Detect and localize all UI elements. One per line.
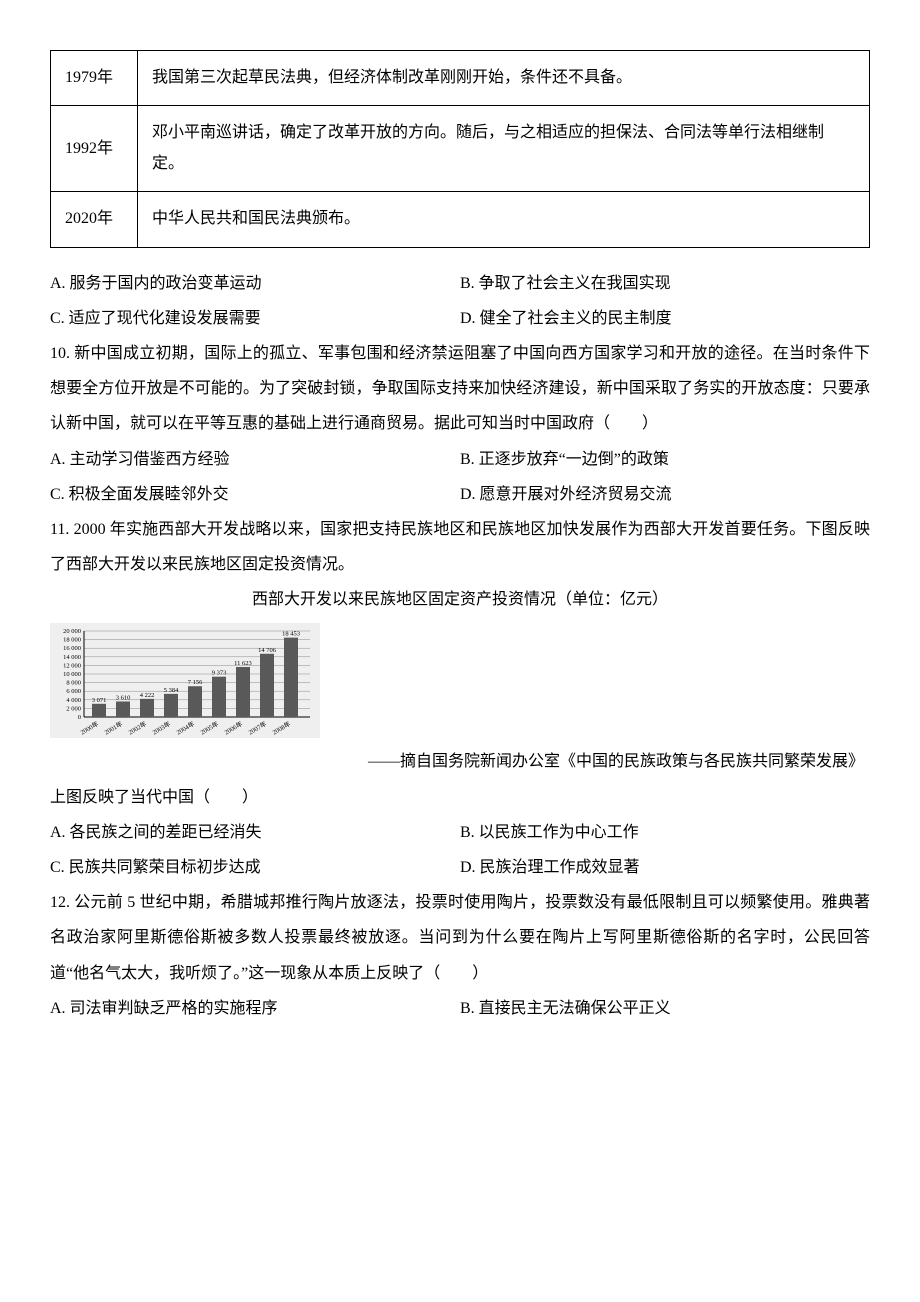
svg-text:2 000: 2 000 bbox=[66, 706, 81, 713]
q10-option-a: A. 主动学习借鉴西方经验 bbox=[50, 442, 460, 477]
q9-option-a: A. 服务于国内的政治变革运动 bbox=[50, 266, 460, 301]
svg-text:3 610: 3 610 bbox=[116, 695, 131, 702]
q12-options: A. 司法审判缺乏严格的实施程序 B. 直接民主无法确保公平正义 bbox=[50, 991, 870, 1026]
svg-text:10 000: 10 000 bbox=[63, 671, 81, 678]
q11-option-a: A. 各民族之间的差距已经消失 bbox=[50, 815, 460, 850]
q9-option-b: B. 争取了社会主义在我国实现 bbox=[460, 266, 870, 301]
q10-stem: 10. 新中国成立初期，国际上的孤立、军事包围和经济禁运阻塞了中国向西方国家学习… bbox=[50, 336, 870, 442]
investment-chart: 02 0004 0006 0008 00010 00012 00014 0001… bbox=[50, 623, 870, 738]
q11-option-b: B. 以民族工作为中心工作 bbox=[460, 815, 870, 850]
q10-option-b: B. 正逐步放弃“一边倒”的政策 bbox=[460, 442, 870, 477]
q12-stem: 12. 公元前 5 世纪中期，希腊城邦推行陶片放逐法，投票时使用陶片，投票数没有… bbox=[50, 885, 870, 991]
svg-text:6 000: 6 000 bbox=[66, 689, 81, 696]
svg-text:3 071: 3 071 bbox=[92, 697, 107, 704]
history-table-body: 1979年我国第三次起草民法典，但经济体制改革刚刚开始，条件还不具备。1992年… bbox=[51, 51, 870, 248]
q10-options: A. 主动学习借鉴西方经验 B. 正逐步放弃“一边倒”的政策 C. 积极全面发展… bbox=[50, 442, 870, 512]
svg-text:18 000: 18 000 bbox=[63, 637, 81, 644]
table-desc: 中华人民共和国民法典颁布。 bbox=[138, 192, 870, 247]
q10-option-c: C. 积极全面发展睦邻外交 bbox=[50, 477, 460, 512]
svg-text:14 000: 14 000 bbox=[63, 654, 81, 661]
table-desc: 邓小平南巡讲话，确定了改革开放的方向。随后，与之相适应的担保法、合同法等单行法相… bbox=[138, 106, 870, 192]
svg-text:16 000: 16 000 bbox=[63, 646, 81, 653]
table-row: 1992年邓小平南巡讲话，确定了改革开放的方向。随后，与之相适应的担保法、合同法… bbox=[51, 106, 870, 192]
table-year: 2020年 bbox=[51, 192, 138, 247]
table-year: 1992年 bbox=[51, 106, 138, 192]
q12-option-a: A. 司法审判缺乏严格的实施程序 bbox=[50, 991, 460, 1026]
svg-text:4 000: 4 000 bbox=[66, 697, 81, 704]
table-row: 2020年中华人民共和国民法典颁布。 bbox=[51, 192, 870, 247]
q11-option-c: C. 民族共同繁荣目标初步达成 bbox=[50, 850, 460, 885]
chart-credit: ——摘自国务院新闻办公室《中国的民族政策与各民族共同繁荣发展》 bbox=[50, 744, 870, 779]
svg-text:11 623: 11 623 bbox=[234, 660, 252, 667]
table-year: 1979年 bbox=[51, 51, 138, 106]
svg-text:14 706: 14 706 bbox=[258, 647, 277, 654]
q11-options: A. 各民族之间的差距已经消失 B. 以民族工作为中心工作 C. 民族共同繁荣目… bbox=[50, 815, 870, 885]
svg-text:12 000: 12 000 bbox=[63, 663, 81, 670]
q9-options: A. 服务于国内的政治变革运动 B. 争取了社会主义在我国实现 C. 适应了现代… bbox=[50, 266, 870, 336]
q11-lead: 上图反映了当代中国（ ） bbox=[50, 780, 870, 815]
svg-text:9 373: 9 373 bbox=[212, 670, 227, 677]
svg-text:4 222: 4 222 bbox=[140, 692, 155, 699]
svg-text:0: 0 bbox=[78, 714, 81, 721]
chart-title: 西部大开发以来民族地区固定资产投资情况（单位：亿元） bbox=[50, 582, 870, 617]
q11-stem: 11. 2000 年实施西部大开发战略以来，国家把支持民族地区和民族地区加快发展… bbox=[50, 512, 870, 582]
svg-text:7 156: 7 156 bbox=[188, 680, 203, 687]
q11-option-d: D. 民族治理工作成效显著 bbox=[460, 850, 870, 885]
q10-option-d: D. 愿意开展对外经济贸易交流 bbox=[460, 477, 870, 512]
svg-text:8 000: 8 000 bbox=[66, 680, 81, 687]
table-desc: 我国第三次起草民法典，但经济体制改革刚刚开始，条件还不具备。 bbox=[138, 51, 870, 106]
history-table: 1979年我国第三次起草民法典，但经济体制改革刚刚开始，条件还不具备。1992年… bbox=[50, 50, 870, 248]
q12-option-b: B. 直接民主无法确保公平正义 bbox=[460, 991, 870, 1026]
q9-option-c: C. 适应了现代化建设发展需要 bbox=[50, 301, 460, 336]
svg-text:18 453: 18 453 bbox=[282, 631, 300, 638]
table-row: 1979年我国第三次起草民法典，但经济体制改革刚刚开始，条件还不具备。 bbox=[51, 51, 870, 106]
q9-option-d: D. 健全了社会主义的民主制度 bbox=[460, 301, 870, 336]
svg-text:20 000: 20 000 bbox=[63, 628, 81, 635]
svg-text:5 384: 5 384 bbox=[164, 687, 179, 694]
chart-svg: 02 0004 0006 0008 00010 00012 00014 0001… bbox=[50, 623, 320, 738]
exam-page: 1979年我国第三次起草民法典，但经济体制改革刚刚开始，条件还不具备。1992年… bbox=[0, 0, 920, 1086]
